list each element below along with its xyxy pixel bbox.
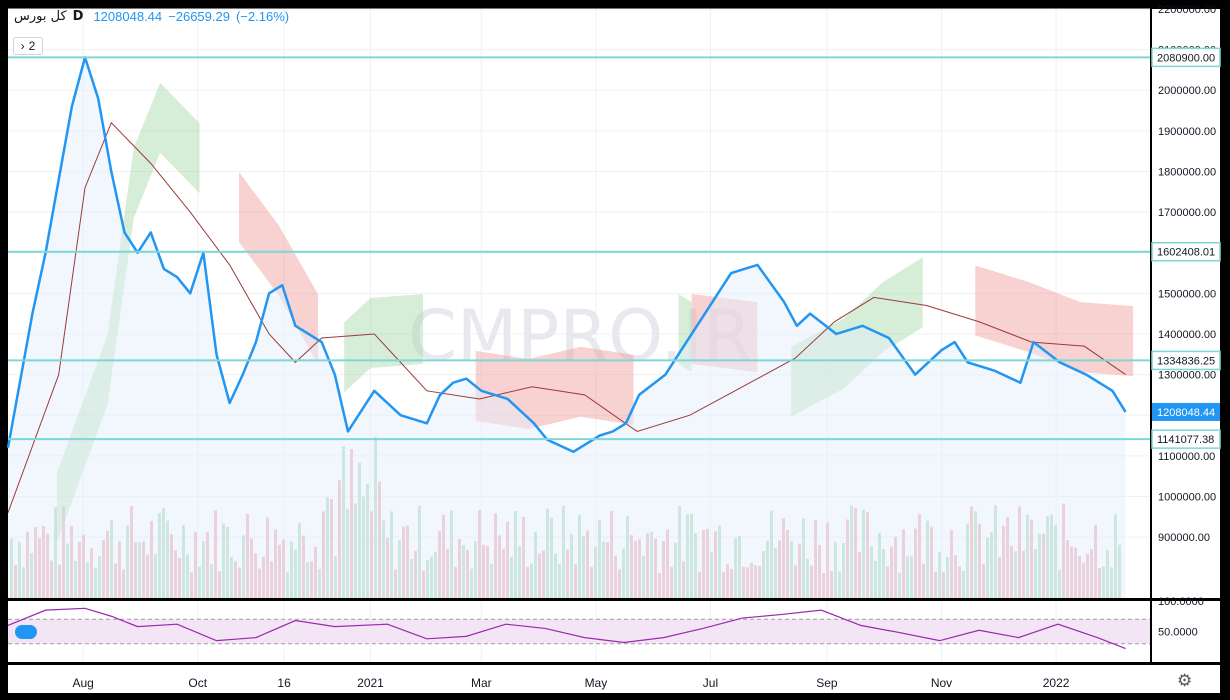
last-price: 1208048.44 — [93, 9, 163, 24]
last-price-box — [1152, 402, 1220, 421]
pane-collapse-button[interactable]: › 2 — [13, 37, 43, 55]
time-tick-label: 2021 — [357, 676, 384, 690]
interval[interactable]: D — [72, 9, 84, 24]
time-axis[interactable] — [8, 665, 1220, 693]
price-tick-label: 1700000.00 — [1158, 207, 1216, 219]
gear-icon[interactable]: ⚙ — [1177, 671, 1193, 690]
price-tick-label: 1800000.00 — [1158, 166, 1216, 178]
symbol-name[interactable]: کل بورس — [14, 9, 67, 24]
price-area — [8, 57, 1126, 598]
time-tick-label: Oct — [188, 676, 207, 690]
cloud-segment — [975, 265, 1134, 377]
price-tick-label: 1400000.00 — [1158, 329, 1216, 341]
price-tick-label: 1500000.00 — [1158, 288, 1216, 300]
level-label-box — [1151, 350, 1221, 371]
time-tick-label: Mar — [471, 676, 492, 690]
level-label-box — [1151, 241, 1221, 262]
price-tick-label: 1900000.00 — [1158, 126, 1216, 138]
level-label: 1334836.25 — [1157, 355, 1215, 367]
time-tick-label: Nov — [931, 676, 952, 690]
level-label-box — [1151, 429, 1221, 449]
cloud-segment — [344, 293, 424, 393]
price-tick-label: 1100000.00 — [1158, 451, 1215, 463]
chevron-right-icon: › — [20, 39, 25, 53]
rsi-tick-label: 100.0000 — [1158, 596, 1204, 608]
level-label: 1141077.38 — [1157, 434, 1214, 446]
price-tick-label: 2200000.00 — [1158, 4, 1216, 16]
pane-count: 2 — [28, 39, 36, 53]
time-tick-label: Aug — [72, 676, 93, 690]
legend: کل بورس D 1208048.44 −26659.29 (−2.16%) — [14, 9, 289, 24]
price-tick-label: 1000000.00 — [1158, 491, 1216, 503]
level-label: 2080900.00 — [1157, 52, 1215, 64]
price-change-pct: (−2.16%) — [235, 9, 290, 24]
time-tick-label: 2022 — [1043, 676, 1070, 690]
rsi-band — [8, 619, 1150, 644]
cloud-segment — [239, 172, 318, 364]
rsi-series[interactable] — [7, 607, 1126, 650]
time-tick-label: Jul — [703, 676, 718, 690]
rsi-axis — [1152, 601, 1220, 662]
price-series[interactable] — [6, 56, 1127, 454]
time-tick-label: 16 — [277, 676, 291, 690]
baseline-series — [7, 121, 1126, 513]
time-tick-label: May — [585, 676, 608, 690]
price-tick-label: 1300000.00 — [1158, 370, 1216, 382]
last-price-label: 1208048.44 — [1157, 407, 1215, 419]
level-label-box — [1151, 47, 1221, 68]
indicator-logo-icon[interactable] — [15, 625, 37, 639]
price-change: −26659.29 — [168, 9, 230, 24]
time-tick-label: Sep — [816, 676, 838, 690]
price-axis-ticks: 900000.001000000.001100000.001200000.001… — [1151, 4, 1221, 544]
price-tick-label: 900000.00 — [1158, 532, 1210, 544]
level-label: 1602408.01 — [1157, 247, 1215, 259]
price-axis — [1152, 9, 1220, 598]
rsi-tick-label: 50.0000 — [1158, 627, 1198, 639]
price-tick-label: 2000000.00 — [1158, 85, 1216, 97]
